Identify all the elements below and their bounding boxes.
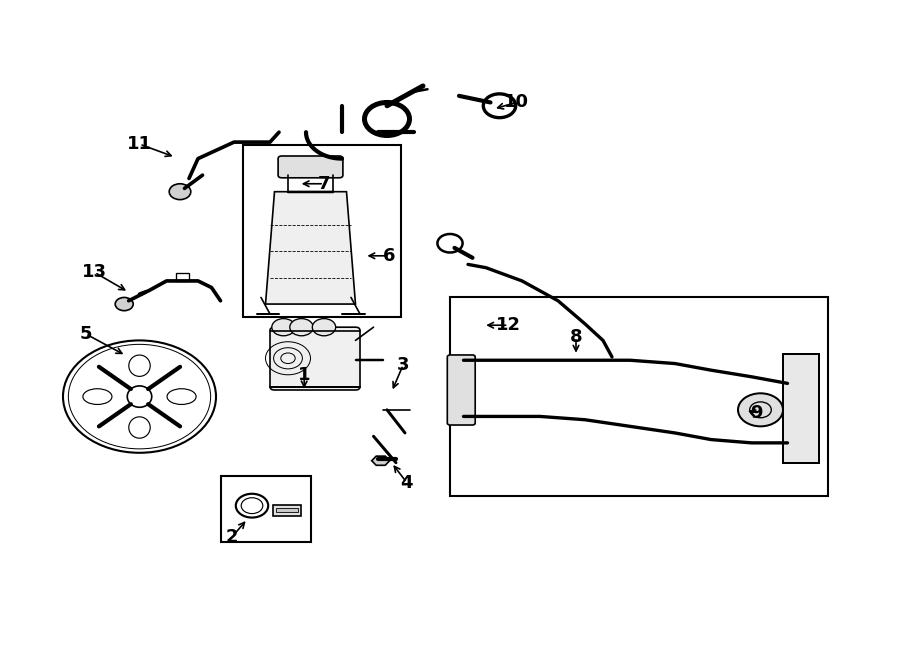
FancyBboxPatch shape [447, 355, 475, 425]
Text: 9: 9 [750, 404, 762, 422]
Ellipse shape [83, 389, 112, 405]
Text: 10: 10 [504, 93, 529, 112]
Bar [450, 297, 828, 496]
Text: 6: 6 [382, 247, 395, 265]
Bar [220, 476, 310, 542]
FancyBboxPatch shape [270, 327, 360, 390]
Text: 8: 8 [570, 328, 582, 346]
Text: 11: 11 [127, 135, 152, 153]
Ellipse shape [167, 389, 196, 405]
Circle shape [272, 319, 295, 336]
Text: 13: 13 [82, 263, 107, 282]
Circle shape [115, 297, 133, 311]
Text: 7: 7 [318, 175, 330, 193]
FancyBboxPatch shape [278, 156, 343, 178]
Polygon shape [266, 192, 356, 304]
Text: 3: 3 [397, 356, 410, 374]
Text: 12: 12 [496, 316, 521, 334]
Bar [243, 145, 400, 317]
Text: 5: 5 [79, 325, 92, 343]
Circle shape [312, 319, 336, 336]
Bar [276, 508, 298, 512]
Bar [783, 354, 819, 463]
Text: 4: 4 [400, 473, 413, 492]
Bar [176, 273, 189, 281]
Ellipse shape [129, 355, 150, 376]
Text: 1: 1 [298, 366, 310, 385]
Text: 2: 2 [226, 527, 239, 546]
Polygon shape [372, 456, 390, 465]
Bar [273, 505, 302, 516]
Circle shape [169, 184, 191, 200]
Ellipse shape [129, 417, 150, 438]
Circle shape [738, 393, 783, 426]
Circle shape [290, 319, 313, 336]
